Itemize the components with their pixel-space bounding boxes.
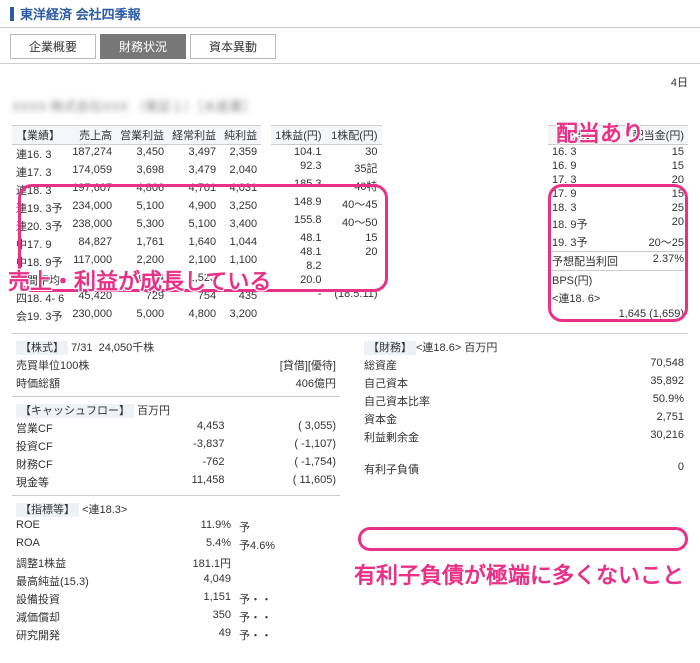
content: 4日 XXXX 株式会社XXX （東証１）［水産業］ 【業績】 売上高 営業利益… [0, 64, 700, 654]
table-row: 自己資本35,892 [360, 374, 688, 392]
dividend-table: 【配当】 配当金(円) 16. 31516. 91517. 32017. 915… [548, 125, 688, 321]
mid-grid: 【株式】 7/31 24,050千株 売買単位100株 [貸借][優待] 時価総… [12, 338, 688, 644]
eps-table: 1株益(円) 1株配(円) 104.13092.335記185.340特148.… [271, 125, 381, 301]
stock-block: 【株式】 7/31 24,050千株 売買単位100株 [貸借][優待] 時価総… [12, 338, 340, 392]
table-row: 連17. 3174,0593,6983,4792,040 [12, 163, 261, 181]
table-row: 19. 3予20～25 [548, 233, 688, 252]
financial-table: 【財務】<連18.6> 百万円 総資産70,548自己資本35,892自己資本比… [360, 338, 688, 446]
cashflow-table: 【キャッシュフロー】 百万円 営業CF4,453( 3,055)投資CF-3,8… [12, 401, 340, 491]
table-row: 中17. 984,8271,7611,6401,044 [12, 235, 261, 253]
table-row: 自己資本比率50.9% [360, 392, 688, 410]
div-yield-label: 予想配当利回 [548, 252, 626, 271]
table-row: 48.115 [271, 231, 381, 245]
table-row: 104.130 [271, 145, 381, 160]
div-heading: 【配当】 [548, 126, 626, 145]
tabs: 企業概要財務状況資本異動 [0, 28, 700, 64]
top-grid: 【業績】 売上高 営業利益 経常利益 純利益 連16. 3187,2743,45… [12, 125, 688, 325]
table-row: 設備投資1,151予・・ [12, 590, 340, 608]
debt-value: 0 [524, 460, 688, 478]
table-row: 連18. 3197,6074,8064,7014,031 [12, 181, 261, 199]
table-row: -(18.5.11) [271, 287, 381, 301]
update-date: 4日 [12, 74, 688, 90]
table-row: 16. 915 [548, 159, 688, 173]
page-header: 東洋経済 会社四季報 [0, 0, 700, 28]
table-row: 総資産70,548 [360, 356, 688, 374]
table-row: 資本金2,751 [360, 410, 688, 428]
table-row: 連16. 3187,2743,4503,4972,359 [12, 145, 261, 164]
table-row: 四18. 4- 645,420729754435 [12, 289, 261, 307]
perf-header-row: 【業績】 売上高 営業利益 経常利益 純利益 [12, 126, 261, 145]
table-row: 減価償却350予・・ [12, 608, 340, 626]
table-row: 会19. 3予230,0005,0004,8003,200 [12, 307, 261, 325]
table-row: 185.340特 [271, 177, 381, 195]
table-row: 連20. 3予238,0005,3005,1003,400 [12, 217, 261, 235]
table-row: 20.0 [271, 273, 381, 287]
table-row: 92.335記 [271, 159, 381, 177]
debt-label: 有利子負債 [360, 460, 524, 478]
company-stub: XXXX 株式会社XXX （東証１）［水産業］ [12, 92, 688, 125]
table-row: 調整1株益181.1円 [12, 554, 340, 572]
table-row: 48.120 [271, 245, 381, 259]
table-row: ROE11.9%予 [12, 518, 340, 536]
table-row: 営業CF4,453( 3,055) [12, 419, 340, 437]
table-row: 18. 325 [548, 201, 688, 215]
table-row: 18. 9予20 [548, 215, 688, 233]
table-row: 利益剰余金30,216 [360, 428, 688, 446]
header-title: 東洋経済 会社四季報 [20, 4, 141, 23]
table-row: 8.2 [271, 259, 381, 273]
tab-財務状況[interactable]: 財務状況 [100, 34, 186, 59]
table-row: 16. 315 [548, 145, 688, 160]
table-row: 最高純益(15.3)4,049 [12, 572, 340, 590]
table-row: ROA5.4%予4.6% [12, 536, 340, 554]
table-row: 現金等11,458( 11,605) [12, 473, 340, 491]
debt-table: 有利子負債 0 [360, 460, 688, 478]
performance-table: 【業績】 売上高 営業利益 経常利益 純利益 連16. 3187,2743,45… [12, 125, 261, 325]
table-row: 投資CF-3,837( -1,107) [12, 437, 340, 455]
tab-企業概要[interactable]: 企業概要 [10, 34, 96, 59]
table-row: 連19. 3予234,0005,1004,9003,250 [12, 199, 261, 217]
header-bar [10, 7, 14, 21]
indicator-table: 【指標等】 <連18.3> ROE11.9%予ROA5.4%予4.6%調整1株益… [12, 500, 340, 644]
perf-heading: 【業績】 [12, 126, 68, 145]
table-row: 中間平均1,8141,523 [12, 271, 261, 289]
table-row: 研究開発49予・・ [12, 626, 340, 644]
table-row: 17. 915 [548, 187, 688, 201]
tab-資本異動[interactable]: 資本異動 [190, 34, 276, 59]
div-yield-value: 2.37% [626, 252, 688, 271]
table-row: 148.940～45 [271, 195, 381, 213]
table-row: 155.840～50 [271, 213, 381, 231]
table-row: 財務CF-762( -1,754) [12, 455, 340, 473]
table-row: 17. 320 [548, 173, 688, 187]
table-row: 中18. 9予117,0002,2002,1001,100 [12, 253, 261, 271]
bps-value: 1,645 (1,659) [548, 307, 688, 321]
